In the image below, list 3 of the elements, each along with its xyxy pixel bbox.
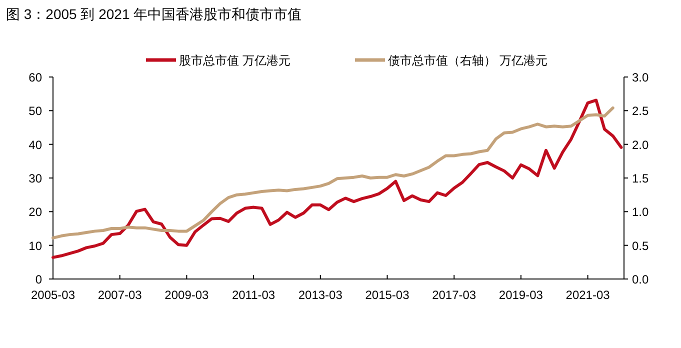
legend-label: 债市总市值（右轴） 万亿港元 [388,54,548,68]
legend-label: 股市总市值 万亿港元 [179,54,290,68]
title: 图 3：2005 到 2021 年中国香港股市和债市市值 [6,6,302,22]
